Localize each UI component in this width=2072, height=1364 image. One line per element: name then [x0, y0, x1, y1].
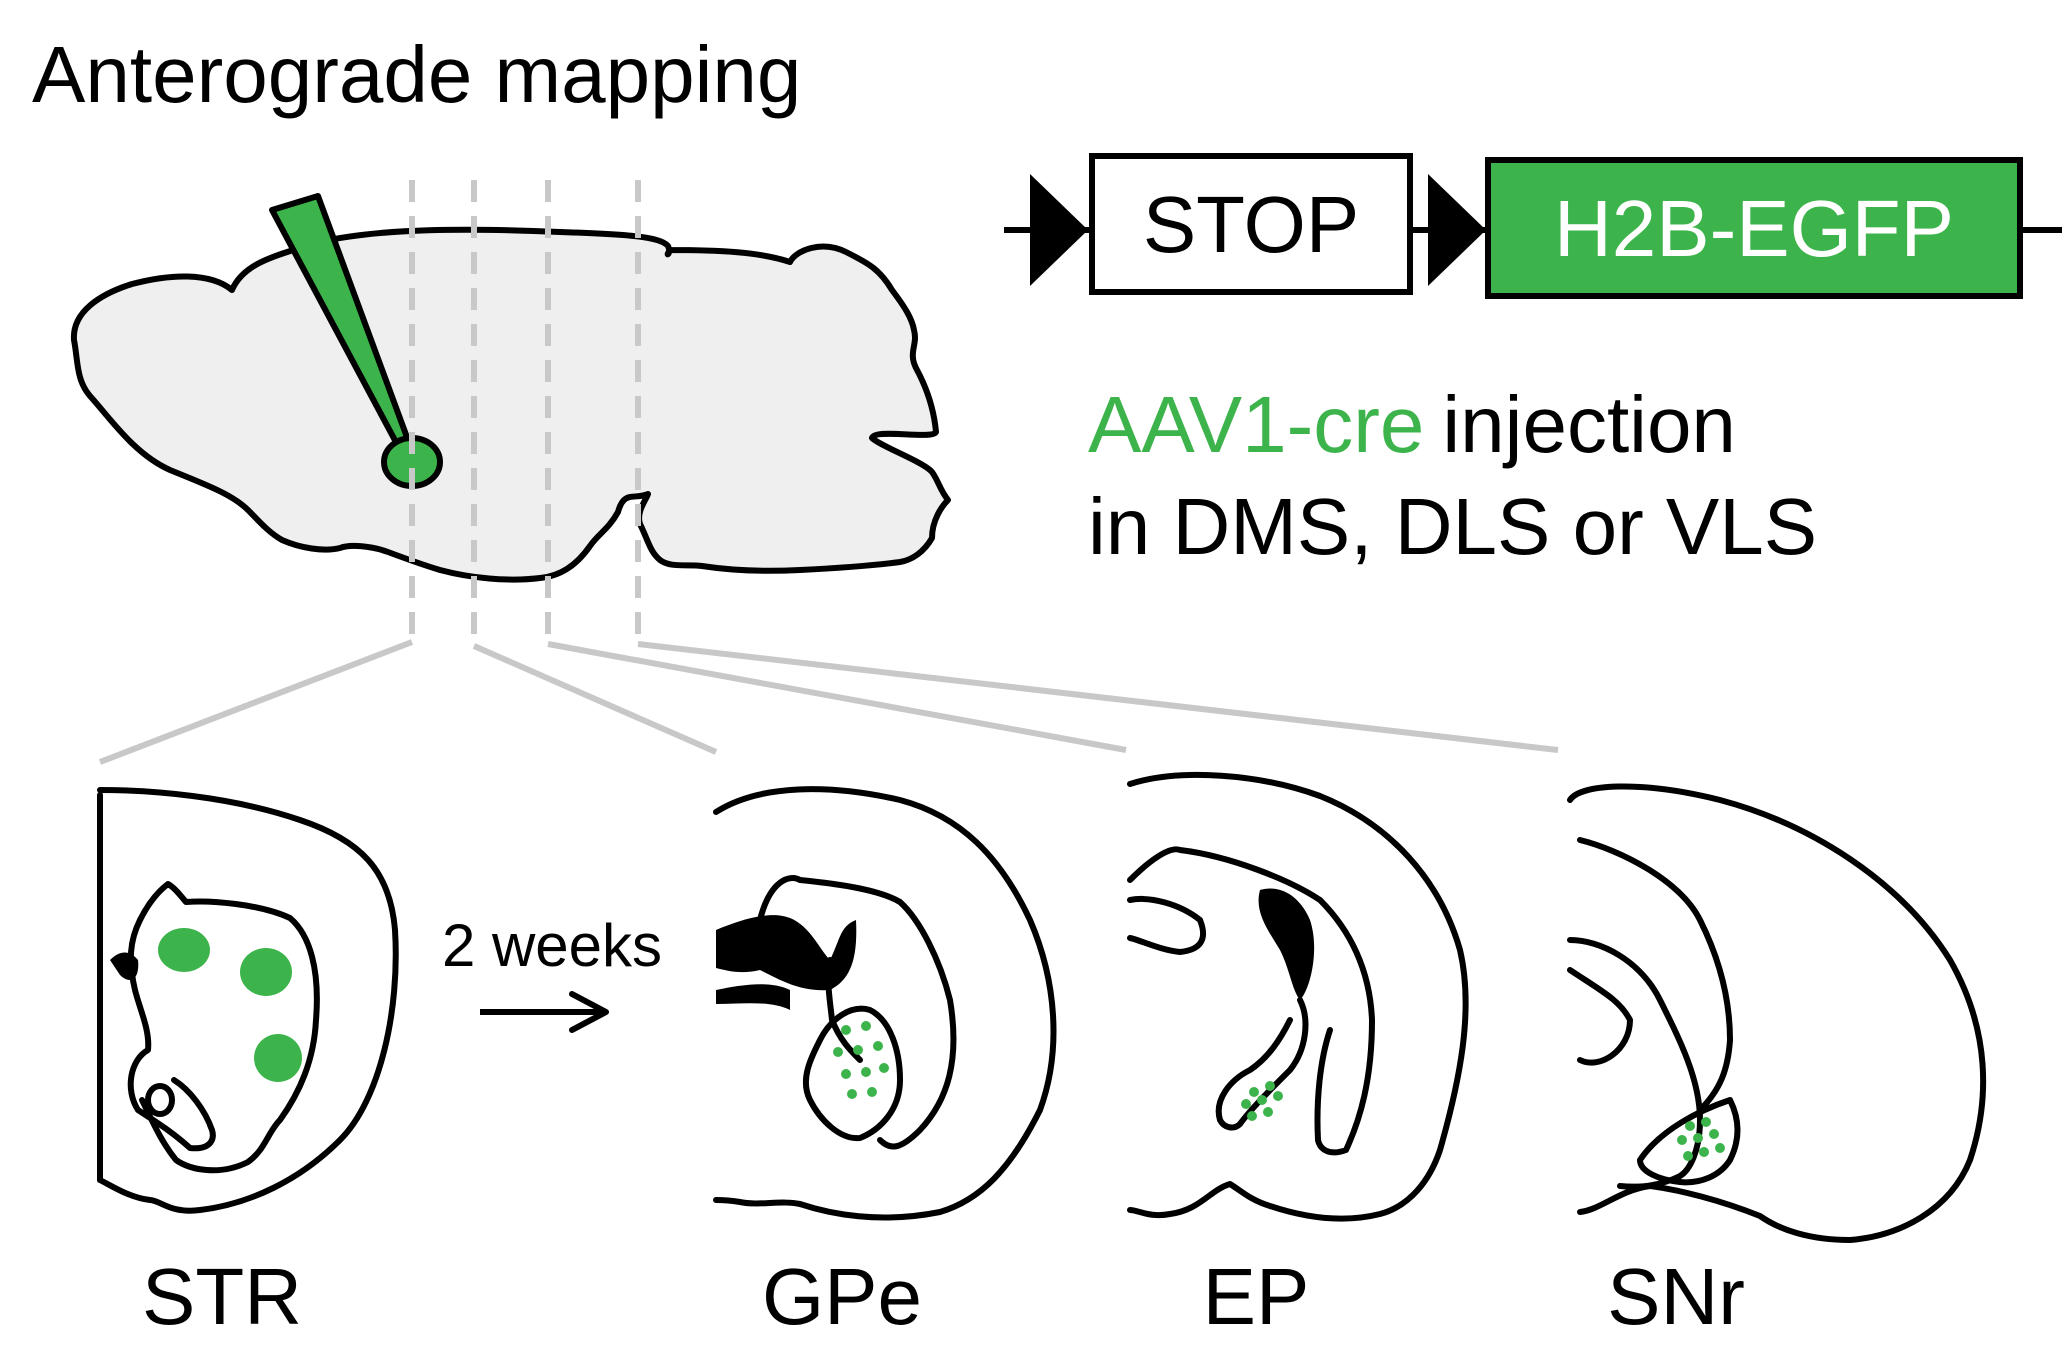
section-ep: EP — [1127, 771, 1469, 1341]
sagittal-brain — [70, 193, 951, 583]
genetic-construct: STOP H2B-EGFP — [1004, 153, 2062, 299]
injection-spot-dls — [240, 948, 292, 996]
link-line-gpe — [472, 643, 718, 755]
gpe-labeled-cells — [833, 1021, 889, 1099]
ep-labeled-cells — [1241, 1081, 1283, 1121]
section-label-snr: SNr — [1607, 1252, 1745, 1341]
time-arrow-icon — [480, 991, 609, 1033]
link-line-ep — [547, 641, 1127, 753]
loxp-site-icon-2 — [1428, 174, 1486, 286]
injection-spot-vls — [254, 1034, 302, 1082]
injection-spot-dms — [158, 928, 210, 972]
virus-name: AAV1-cre — [1088, 380, 1424, 469]
stop-label: STOP — [1143, 180, 1359, 269]
time-label: 2 weeks — [442, 912, 662, 979]
injection-word: injection — [1442, 380, 1736, 469]
injection-text-line2: in DMS, DLS or VLS — [1088, 482, 1817, 571]
section-snr: SNr — [1567, 783, 1987, 1341]
section-str: STR — [97, 787, 399, 1341]
sagittal-brain-outline — [70, 226, 951, 583]
section-label-gpe: GPe — [762, 1252, 922, 1341]
section-guides — [98, 180, 1559, 765]
injection-text-line1: AAV1-cre injection — [1088, 380, 1736, 469]
section-label-str: STR — [142, 1252, 302, 1341]
figure-title: Anterograde mapping — [32, 30, 801, 119]
section-label-ep: EP — [1203, 1252, 1310, 1341]
link-line-str — [98, 639, 414, 765]
snr-labeled-cells — [1677, 1117, 1725, 1161]
stop-cassette — [1089, 153, 1413, 295]
section-gpe: GPe — [713, 786, 1057, 1341]
reporter-label: H2B-EGFP — [1554, 184, 1954, 273]
loxp-site-icon — [1030, 174, 1088, 286]
link-line-snr — [637, 641, 1559, 753]
